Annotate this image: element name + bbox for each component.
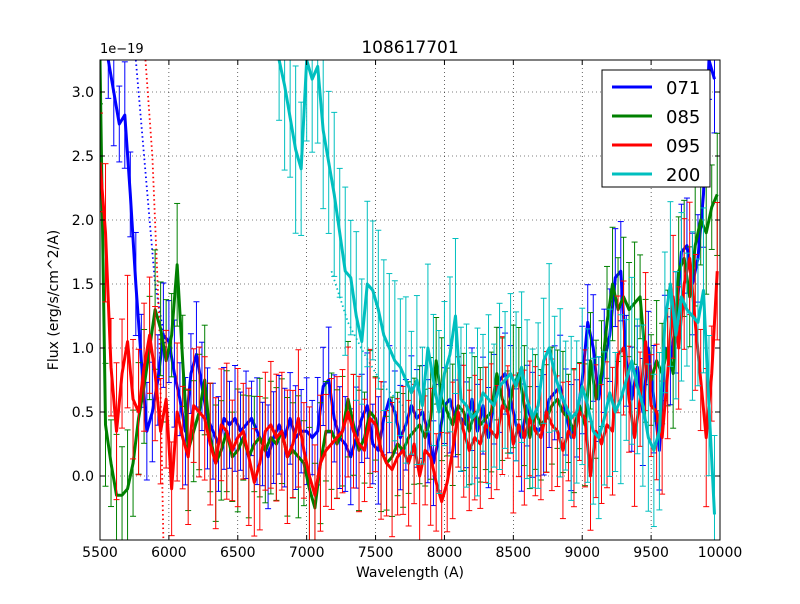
y-axis-label: Flux (erg/s/cm^2/A) bbox=[46, 230, 62, 370]
x-tick-label: 9000 bbox=[564, 545, 600, 561]
y-offset-label: 1e−19 bbox=[100, 42, 144, 57]
y-tick-label: 2.0 bbox=[72, 213, 94, 229]
x-tick-label: 7500 bbox=[358, 545, 394, 561]
legend-label-200: 200 bbox=[666, 165, 700, 186]
x-tick-label: 8500 bbox=[496, 545, 532, 561]
legend-label-095: 095 bbox=[666, 136, 700, 157]
x-tick-label: 9500 bbox=[633, 545, 669, 561]
x-tick-label: 6500 bbox=[220, 545, 256, 561]
x-tick-label: 10000 bbox=[698, 545, 743, 561]
y-tick-label: 2.5 bbox=[72, 149, 94, 165]
legend-label-071: 071 bbox=[666, 78, 700, 99]
legend-label-085: 085 bbox=[666, 107, 700, 128]
x-axis-label: Wavelength (A) bbox=[356, 565, 464, 581]
axis-ticks: 5500 6000 6500 7000 7500 8000 8500 9000 9500 1000… bbox=[72, 60, 743, 561]
series-200 bbox=[276, 60, 718, 540]
x-tick-label: 7000 bbox=[289, 545, 325, 561]
y-tick-label: 0.5 bbox=[72, 405, 94, 421]
y-tick-label: 0.0 bbox=[72, 469, 94, 485]
x-tick-label: 8000 bbox=[427, 545, 463, 561]
legend: 071 085 095 200 bbox=[601, 69, 711, 188]
plot-frame bbox=[99, 59, 721, 541]
chart-title: 108617701 bbox=[361, 38, 458, 58]
y-tick-label: 1.0 bbox=[72, 341, 94, 357]
x-tick-label: 5500 bbox=[82, 545, 118, 561]
dotted-guide-200-extrap bbox=[330, 270, 404, 407]
x-tick-label: 6000 bbox=[151, 545, 187, 561]
y-tick-label: 3.0 bbox=[72, 85, 94, 101]
series-line-200 bbox=[277, 60, 716, 515]
y-tick-label: 1.5 bbox=[72, 277, 94, 293]
series-layer bbox=[100, 60, 720, 540]
legend-box bbox=[601, 69, 711, 188]
